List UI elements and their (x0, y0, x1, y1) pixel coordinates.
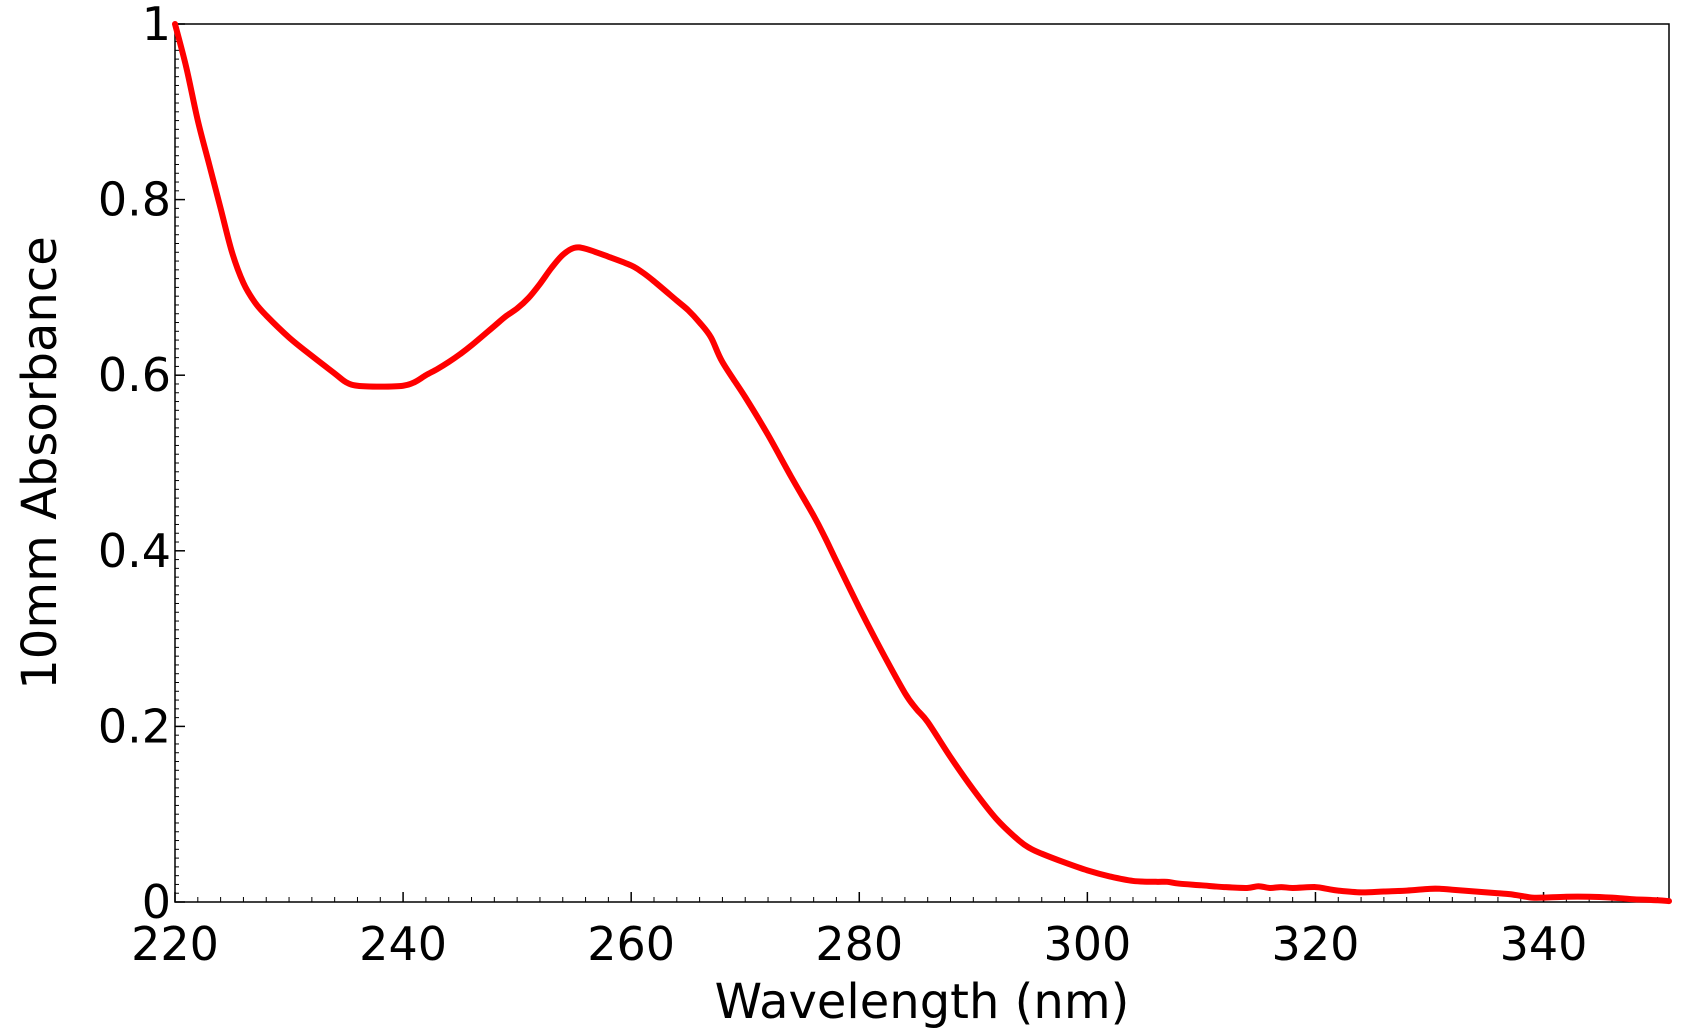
x-tick-label: 240 (359, 917, 447, 971)
x-tick-label: 300 (1043, 917, 1131, 971)
minor-ticks (175, 32, 1659, 902)
x-tick-label: 220 (131, 917, 219, 971)
y-tick-label: 0.6 (98, 348, 171, 402)
plot-frame (174, 23, 1670, 903)
y-tick-label: 0 (142, 875, 171, 929)
y-tick-label: 1 (142, 0, 171, 51)
y-tick-label: 0.2 (98, 699, 171, 753)
absorbance-series-line (172, 21, 1672, 905)
x-tick-label: 260 (587, 917, 675, 971)
y-axis-ticks: 0 0.2 0.4 0.6 0.8 1 (98, 0, 185, 929)
x-axis-ticks: 220 240 260 280 300 320 340 (131, 892, 1587, 971)
x-tick-label: 340 (1500, 917, 1588, 971)
x-axis-label: Wavelength (nm) (715, 974, 1130, 1030)
y-tick-label: 0.4 (98, 524, 171, 578)
y-axis-label: 10mm Absorbance (12, 236, 68, 690)
x-tick-label: 320 (1272, 917, 1360, 971)
x-tick-label: 280 (815, 917, 903, 971)
y-tick-label: 0.8 (98, 173, 171, 227)
